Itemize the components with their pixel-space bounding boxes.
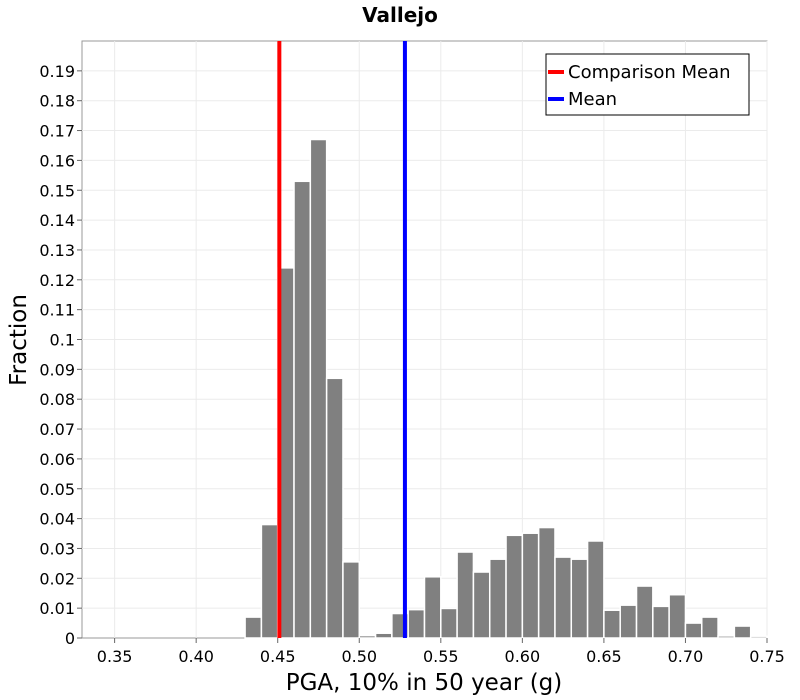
x-axis-label: PGA, 10% in 50 year (g) xyxy=(286,670,563,696)
x-tick-label: 0.35 xyxy=(97,647,133,666)
y-axis-label: Fraction xyxy=(6,294,32,386)
histogram-bar xyxy=(717,635,736,639)
histogram-bar xyxy=(374,632,393,639)
x-tick-label: 0.65 xyxy=(586,647,622,666)
y-tick-label: 0.19 xyxy=(39,62,75,81)
chart-title: Vallejo xyxy=(362,3,438,27)
y-tick-label: 0.01 xyxy=(39,599,75,618)
histogram-bar xyxy=(260,523,279,639)
legend-label-mean: Mean xyxy=(568,89,617,110)
y-tick-label: 0.13 xyxy=(39,241,75,260)
x-axis-ticks: 0.35 0.40 0.45 0.50 0.55 0.60 0.65 0.70 0.75 xyxy=(97,638,785,666)
histogram-bar xyxy=(603,609,621,639)
histogram-bar xyxy=(309,138,328,639)
histogram-bar xyxy=(554,556,573,639)
histogram-bar xyxy=(472,571,491,639)
y-tick-label: 0.06 xyxy=(39,450,75,469)
y-tick-label: 0.02 xyxy=(39,569,75,588)
histogram-bar xyxy=(407,608,426,639)
y-tick-label: 0.12 xyxy=(39,271,75,290)
y-tick-label: 0.15 xyxy=(39,181,75,200)
histogram-bar xyxy=(521,532,540,639)
histogram-bar xyxy=(619,604,638,639)
y-tick-label: 0.14 xyxy=(39,211,75,230)
histogram-bar xyxy=(668,593,687,639)
legend-label-comparison-mean: Comparison Mean xyxy=(568,62,731,83)
y-tick-label: 0.16 xyxy=(39,151,75,170)
histogram-bar xyxy=(358,634,377,639)
x-tick-label: 0.50 xyxy=(341,647,377,666)
y-tick-label: 0.07 xyxy=(39,420,75,439)
histogram-bar xyxy=(570,558,589,639)
grid-lines xyxy=(82,41,768,638)
x-tick-label: 0.60 xyxy=(505,647,541,666)
y-tick-label: 0.17 xyxy=(39,122,75,141)
x-tick-label: 0.45 xyxy=(260,647,296,666)
y-tick-label: 0.18 xyxy=(39,92,75,111)
histogram-bar xyxy=(684,622,703,639)
legend-box xyxy=(545,53,750,116)
histogram-bars xyxy=(244,138,768,639)
histogram-bar xyxy=(423,576,442,639)
histogram-bar xyxy=(749,635,768,639)
histogram-bar xyxy=(733,625,752,639)
histogram-bar xyxy=(635,585,654,639)
histogram-bar xyxy=(701,616,719,639)
legend: Comparison Mean Mean xyxy=(545,53,750,116)
y-tick-label: 0 xyxy=(65,629,75,648)
histogram-bar xyxy=(342,561,361,639)
y-tick-label: 0.03 xyxy=(39,539,75,558)
y-tick-label: 0.1 xyxy=(50,331,75,350)
histogram-bar xyxy=(325,377,344,639)
x-tick-label: 0.40 xyxy=(178,647,214,666)
histogram-bar xyxy=(586,540,605,639)
histogram-bar xyxy=(456,551,475,639)
y-tick-label: 0.08 xyxy=(39,390,75,409)
histogram-bar xyxy=(537,526,556,639)
y-tick-label: 0.09 xyxy=(39,360,75,379)
reference-lines xyxy=(277,41,407,638)
x-tick-label: 0.55 xyxy=(423,647,459,666)
histogram-bar xyxy=(505,534,524,639)
histogram-bar xyxy=(488,558,507,639)
y-tick-label: 0.11 xyxy=(39,301,75,320)
histogram-bar xyxy=(652,605,670,639)
y-axis-ticks: 0 0.01 0.02 0.03 0.04 0.05 0.06 0.07 0.08 0.09 0.1… xyxy=(39,62,82,648)
histogram-bar xyxy=(440,607,458,639)
y-tick-label: 0.05 xyxy=(39,480,75,499)
x-tick-label: 0.75 xyxy=(749,647,785,666)
y-tick-label: 0.04 xyxy=(39,510,75,529)
histogram-bar xyxy=(244,616,263,639)
x-tick-label: 0.70 xyxy=(668,647,704,666)
histogram-bar xyxy=(293,180,312,639)
